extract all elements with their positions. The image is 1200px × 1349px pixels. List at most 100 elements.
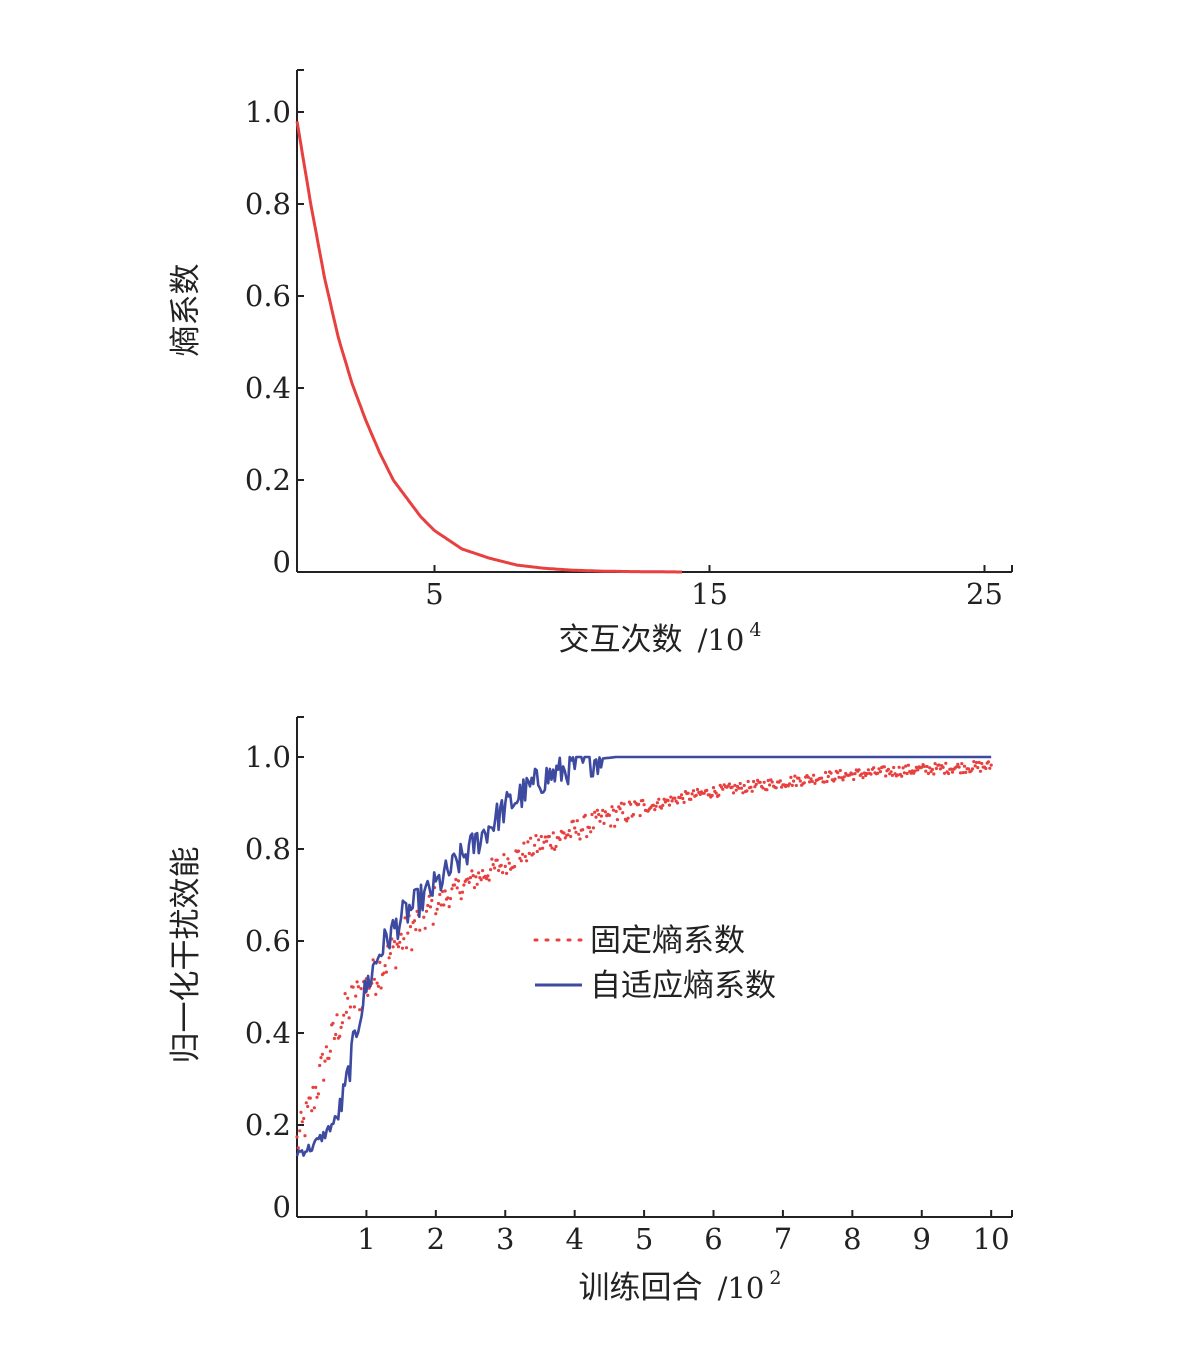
series-point (852, 777, 856, 782)
series-point (534, 834, 538, 838)
series-point (328, 1049, 332, 1053)
series-point (569, 834, 573, 839)
series-point (295, 1135, 299, 1139)
series-point (667, 803, 672, 807)
series-point (681, 796, 685, 801)
series-point (882, 765, 887, 769)
series-point (456, 879, 461, 883)
series-point (486, 874, 490, 878)
series-point (838, 768, 842, 773)
series-point (734, 788, 738, 792)
series-point (721, 787, 725, 791)
series-point (316, 1092, 320, 1096)
series-point (626, 816, 630, 820)
series-point (913, 769, 917, 773)
series-point (938, 767, 943, 771)
series-point (487, 878, 491, 882)
series-point (491, 863, 495, 867)
series-point (670, 799, 674, 803)
series-point (412, 919, 417, 923)
series-point (358, 1008, 362, 1012)
series-point (954, 765, 959, 769)
y-tick-label: 1.0 (245, 95, 291, 129)
series-point (860, 772, 864, 776)
series-point (808, 780, 812, 784)
series-point (454, 877, 458, 882)
series-point (438, 892, 442, 897)
series-point (562, 831, 566, 835)
series-point (986, 760, 991, 764)
series-point (977, 760, 981, 765)
series-point (493, 866, 497, 870)
series-point (958, 771, 963, 775)
series-point (661, 803, 665, 808)
series-point (466, 877, 470, 881)
legend-label-fixed-entropy: 固定熵系数 (590, 923, 745, 959)
series-point (942, 771, 947, 775)
chart1-x-axis-label: 交互次数 (559, 622, 683, 658)
series-point (603, 810, 608, 814)
series-point (962, 764, 967, 768)
series-point (315, 1095, 319, 1099)
series-point (669, 795, 673, 799)
series-point (984, 766, 988, 771)
series-point (876, 771, 880, 775)
series-point (319, 1056, 323, 1060)
series-point (352, 1005, 356, 1009)
series-point (507, 861, 511, 865)
series-point (809, 777, 813, 781)
series-point (960, 762, 964, 766)
series-point (678, 796, 682, 800)
series-point (877, 767, 881, 771)
series-point (909, 771, 913, 775)
series-point (396, 945, 401, 949)
series-point (737, 786, 741, 790)
y-tick-label: 0.6 (245, 924, 291, 958)
chart1-x-axis-title: 交互次数 /10 4 (559, 619, 762, 658)
series-point (322, 1078, 326, 1082)
series-point (705, 788, 709, 793)
series-point (332, 1036, 336, 1041)
series-point (372, 977, 376, 981)
series-point (533, 843, 537, 847)
series-point (731, 791, 736, 795)
series-point (525, 859, 529, 863)
series-point (970, 767, 975, 771)
series-point (989, 763, 993, 767)
series-point (916, 768, 920, 772)
series-point (739, 786, 744, 790)
series-point (810, 779, 814, 784)
y-tick-label: 0.2 (245, 463, 291, 497)
series-point (424, 909, 429, 913)
series-point (356, 985, 360, 989)
series-point (578, 837, 582, 841)
series-point (702, 791, 706, 795)
series-point (802, 781, 806, 785)
series-point (497, 868, 501, 873)
series-point (387, 956, 391, 960)
series-point (410, 948, 414, 952)
series-point (625, 819, 629, 823)
chart2-axes (296, 716, 1013, 1218)
series-point (862, 771, 867, 775)
series-point (459, 897, 463, 901)
series-point (577, 832, 581, 836)
series-point (937, 763, 941, 767)
series-point (614, 809, 618, 814)
series-point (331, 1021, 335, 1025)
series-point (641, 798, 645, 803)
series-point (865, 772, 869, 776)
series-point (924, 769, 928, 773)
series-point (348, 1005, 352, 1009)
series-point (861, 776, 865, 780)
series-point (607, 813, 612, 818)
series-point (503, 864, 507, 869)
series-line-adaptive-entropy (295, 755, 992, 1157)
series-point (518, 856, 522, 861)
series-point (430, 898, 434, 903)
series-point (395, 942, 399, 946)
x-tick-label: 7 (774, 1222, 792, 1256)
series-point (573, 826, 577, 830)
series-point (774, 786, 778, 790)
